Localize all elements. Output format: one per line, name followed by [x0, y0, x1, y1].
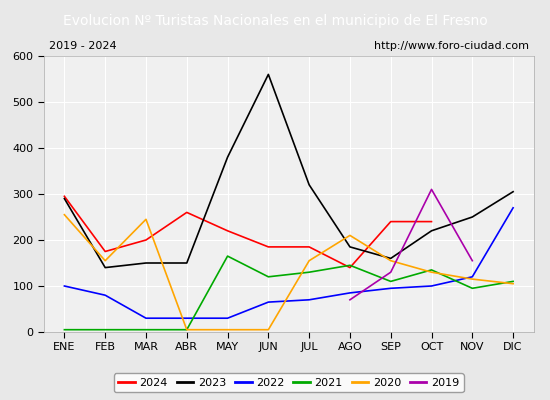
- Legend: 2024, 2023, 2022, 2021, 2020, 2019: 2024, 2023, 2022, 2021, 2020, 2019: [114, 374, 464, 392]
- Text: http://www.foro-ciudad.com: http://www.foro-ciudad.com: [373, 41, 529, 51]
- Text: Evolucion Nº Turistas Nacionales en el municipio de El Fresno: Evolucion Nº Turistas Nacionales en el m…: [63, 14, 487, 28]
- Text: 2019 - 2024: 2019 - 2024: [49, 41, 117, 51]
